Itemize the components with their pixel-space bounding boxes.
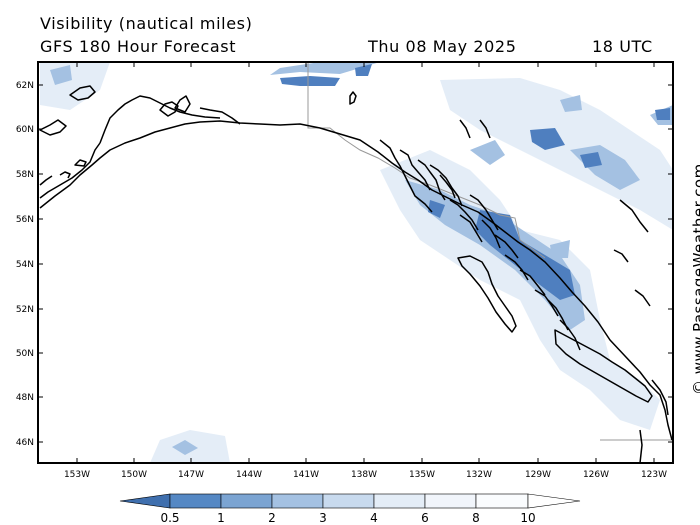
- lon-label: 141W: [293, 470, 319, 480]
- colorbar-low-arrow: [119, 493, 171, 509]
- forecast-time: 18 UTC: [592, 37, 653, 56]
- lon-label: 150W: [121, 470, 147, 480]
- lat-label: 48N: [16, 393, 34, 403]
- lat-label: 62N: [16, 81, 34, 91]
- colorbar-high-arrow: [527, 493, 581, 509]
- colorbar: 0.5 1 2 3 4 6 8 10: [119, 493, 581, 525]
- lon-label: 147W: [178, 470, 204, 480]
- map-frame: [37, 61, 674, 464]
- colorbar-label: 4: [370, 511, 378, 525]
- lat-label: 54N: [16, 260, 34, 270]
- latitude-axis: 62N 60N 58N 56N 54N 52N 50N 48N 46N: [16, 81, 673, 448]
- lat-label: 50N: [16, 349, 34, 359]
- forecast-date: Thu 08 May 2025: [368, 37, 517, 56]
- colorbar-label: 0.5: [160, 511, 179, 525]
- colorbar-label: 3: [319, 511, 327, 525]
- forecast-subtitle: GFS 180 Hour Forecast: [40, 37, 237, 56]
- longitude-axis: 153W 150W 147W 144W 141W 138W 135W 132W …: [64, 62, 667, 480]
- map-title: Visibility (nautical miles): [40, 14, 253, 33]
- lon-label: 129W: [525, 470, 551, 480]
- colorbar-segment: [220, 493, 273, 509]
- colorbar-segment: [271, 493, 324, 509]
- lon-label: 126W: [583, 470, 609, 480]
- colorbar-label: 10: [520, 511, 535, 525]
- colorbar-label: 2: [268, 511, 276, 525]
- lon-label: 144W: [236, 470, 262, 480]
- colorbar-segment: [169, 493, 222, 509]
- colorbar-segment: [475, 493, 529, 509]
- lat-label: 58N: [16, 170, 34, 180]
- lon-label: 123W: [641, 470, 667, 480]
- lon-label: 132W: [466, 470, 492, 480]
- lat-label: 52N: [16, 305, 34, 315]
- lat-label: 60N: [16, 125, 34, 135]
- lon-label: 153W: [64, 470, 90, 480]
- colorbar-label: 1: [217, 511, 225, 525]
- colorbar-segment: [322, 493, 375, 509]
- lat-label: 56N: [16, 215, 34, 225]
- visibility-dense-patches: [280, 64, 670, 300]
- lon-label: 135W: [409, 470, 435, 480]
- colorbar-label: 6: [421, 511, 429, 525]
- colorbar-segment: [373, 493, 426, 509]
- lon-label: 138W: [351, 470, 377, 480]
- colorbar-segment: [424, 493, 477, 509]
- map-area: [38, 62, 673, 463]
- lat-label: 46N: [16, 438, 34, 448]
- colorbar-label: 8: [472, 511, 480, 525]
- coastline: [39, 85, 673, 463]
